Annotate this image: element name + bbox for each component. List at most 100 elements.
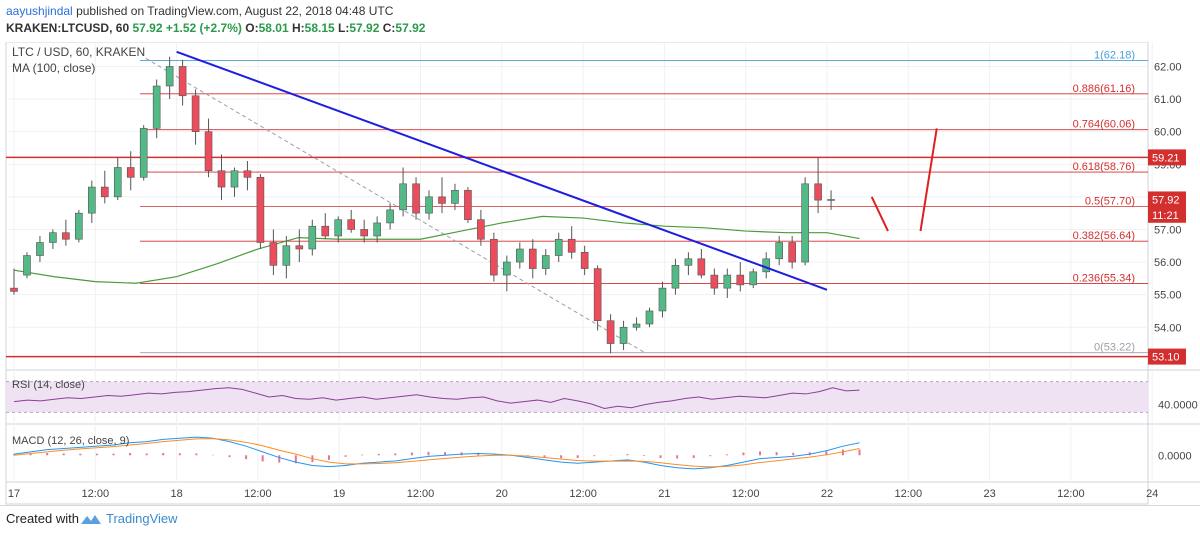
rsi-tick-label: 40.0000 bbox=[1158, 400, 1198, 412]
footer-divider bbox=[0, 505, 1200, 506]
candle-body bbox=[788, 242, 796, 263]
fib-level-label: 0.236(55.34) bbox=[1073, 273, 1135, 285]
price-badge-label: 59.21 bbox=[1152, 152, 1180, 164]
x-tick-label: 18 bbox=[170, 488, 182, 500]
candle-body bbox=[49, 232, 57, 243]
x-tick-label: 23 bbox=[983, 488, 995, 500]
candle-body bbox=[749, 271, 758, 286]
candle-body bbox=[775, 242, 783, 260]
chart-canvas[interactable]: 54.0055.0056.0057.0058.0059.0060.0061.00… bbox=[0, 42, 1200, 505]
footer: Created with TradingView bbox=[0, 505, 1200, 534]
fib-level-label: 1(62.18) bbox=[1094, 50, 1135, 62]
candle-body bbox=[762, 258, 771, 273]
candle-body bbox=[347, 219, 356, 230]
candle-body bbox=[516, 248, 524, 263]
candle-body bbox=[10, 287, 18, 292]
candle-body bbox=[269, 242, 278, 266]
candle-body bbox=[113, 167, 122, 198]
x-tick-label: 24 bbox=[1146, 488, 1158, 500]
price-badge bbox=[1148, 149, 1186, 166]
projection-arrow-up bbox=[919, 128, 938, 232]
candle-body bbox=[671, 265, 680, 289]
candle-body bbox=[723, 274, 732, 289]
x-tick-label: 12:00 bbox=[732, 488, 760, 500]
candle-body bbox=[697, 258, 706, 276]
candle-body bbox=[736, 274, 745, 286]
candle-body bbox=[541, 255, 550, 269]
tradingview-logo-icon[interactable] bbox=[80, 512, 102, 526]
publish-info: published on TradingView.com, August 22,… bbox=[76, 4, 394, 18]
y-tick-label: 60.00 bbox=[1154, 127, 1182, 139]
candle-body bbox=[606, 320, 615, 344]
candle-body bbox=[217, 170, 226, 188]
macd-title: MACD (12, 26, close, 9) bbox=[12, 435, 129, 447]
rsi-line bbox=[13, 387, 860, 410]
y-tick-label: 57.00 bbox=[1154, 224, 1182, 236]
candle-body bbox=[373, 222, 381, 237]
rsi-title: RSI (14, close) bbox=[12, 379, 85, 391]
y-tick-label: 55.00 bbox=[1154, 290, 1182, 302]
tradingview-brand[interactable]: TradingView bbox=[106, 511, 178, 526]
candle-body bbox=[36, 242, 44, 256]
candle-body bbox=[152, 85, 161, 129]
symbol-label: KRAKEN:LTCUSD, 60 bbox=[6, 21, 130, 35]
x-tick-label: 20 bbox=[496, 488, 508, 500]
x-tick-label: 19 bbox=[333, 488, 345, 500]
candle-body bbox=[451, 190, 459, 204]
y-tick-label: 62.00 bbox=[1154, 61, 1182, 73]
candle-body bbox=[412, 183, 420, 214]
candle-body bbox=[593, 268, 602, 322]
candle-body bbox=[230, 170, 239, 188]
projection-arrow-down bbox=[870, 196, 889, 232]
y-tick-label: 56.00 bbox=[1154, 257, 1182, 269]
candle-body bbox=[308, 225, 317, 250]
ma-legend: MA (100, close) bbox=[12, 61, 95, 75]
candle-body bbox=[256, 176, 265, 243]
open-label: O: bbox=[245, 21, 259, 35]
price-badge bbox=[1148, 206, 1186, 223]
candle-body bbox=[567, 238, 576, 253]
signal-line bbox=[13, 438, 860, 468]
high-label: H: bbox=[291, 21, 305, 35]
candle-body bbox=[580, 251, 589, 269]
candle-body bbox=[827, 199, 835, 201]
x-tick-label: 17 bbox=[8, 488, 20, 500]
author-link[interactable]: aayushjindal bbox=[6, 4, 73, 18]
x-tick-label: 12:00 bbox=[244, 488, 272, 500]
fib-level-label: 0.618(58.76) bbox=[1073, 161, 1135, 173]
fib-level-label: 0.764(60.06) bbox=[1073, 119, 1135, 131]
ma-100-line bbox=[13, 215, 860, 284]
candle-body bbox=[23, 255, 31, 276]
close-value: 57.92 bbox=[395, 21, 426, 35]
x-tick-label: 12:00 bbox=[407, 488, 435, 500]
price-change: +1.52 (+2.7%) bbox=[165, 21, 242, 35]
candle-body bbox=[295, 245, 304, 250]
price-badge bbox=[1148, 348, 1186, 365]
candle-body bbox=[425, 196, 433, 214]
y-tick-label: 54.00 bbox=[1154, 322, 1182, 334]
fib-level-label: 0.5(57.70) bbox=[1085, 196, 1135, 208]
created-with-label: Created with bbox=[6, 511, 79, 526]
candle-body bbox=[399, 183, 407, 211]
fib-level-label: 0.382(56.64) bbox=[1073, 230, 1135, 242]
candle-body bbox=[386, 209, 394, 224]
price-badge bbox=[1148, 191, 1186, 208]
y-tick-label: 61.00 bbox=[1154, 94, 1182, 106]
candle-body bbox=[165, 66, 174, 87]
candle-body bbox=[62, 232, 70, 240]
candle-body bbox=[88, 186, 96, 214]
rsi-band bbox=[6, 381, 1148, 413]
candle-body bbox=[619, 326, 628, 344]
candle-body bbox=[438, 196, 446, 204]
candle-body bbox=[658, 287, 667, 312]
fib-level-label: 0.886(61.16) bbox=[1073, 83, 1135, 95]
fib-level-label: 0(53.22) bbox=[1094, 342, 1135, 354]
high-value: 58.15 bbox=[304, 21, 335, 35]
candle-body bbox=[243, 170, 252, 178]
bearish-trendline bbox=[176, 50, 828, 291]
candle-body bbox=[178, 66, 187, 97]
candle-body bbox=[477, 219, 485, 240]
candle-body bbox=[503, 261, 511, 276]
fib-diagonal-dashed bbox=[145, 57, 646, 354]
price-badge-label: 11:21 bbox=[1152, 210, 1179, 222]
